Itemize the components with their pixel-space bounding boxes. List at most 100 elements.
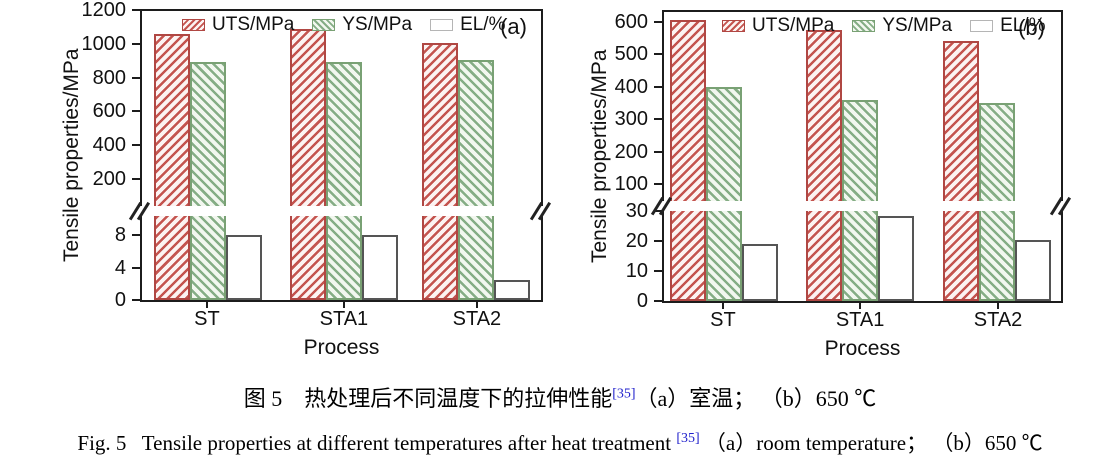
legend-label: UTS/MPa (212, 14, 295, 35)
bar-el-STA2 (1014, 239, 1051, 301)
y-tick-label-upper-400: 400 (614, 75, 648, 98)
y-tick-upper-300 (654, 118, 662, 121)
y-tick-upper-600 (654, 21, 662, 23)
x-tick-label-STA1: STA1 (319, 308, 369, 330)
x-tick-label-STA1: STA1 (835, 309, 885, 331)
x-tick-STA1 (342, 302, 345, 308)
y-tick-label-lower-10: 10 (625, 260, 648, 282)
legend-item-ys: YS/MPa (312, 14, 412, 36)
legend-swatch-white-icon (970, 20, 994, 32)
plot-area-b: UTS/MPa YS/MPa EL/% (b) (650, 10, 1071, 303)
panel-label: (b) (1018, 15, 1045, 40)
axis-break-band (140, 206, 543, 216)
caption-en-subcaptions: （a）room temperature； （b）650 ℃ (699, 431, 1043, 455)
bar-ys-STA1 (325, 61, 362, 300)
y-tick-label-lower-0: 0 (636, 290, 648, 312)
bar-el-STA2 (493, 279, 530, 300)
caption-english: Fig. 5 Tensile properties at different t… (0, 427, 1120, 457)
x-tick-STA2 (475, 302, 478, 308)
bar-ys-STA1 (842, 99, 879, 301)
y-tick-lower-4 (132, 266, 140, 269)
bar-uts-ST (154, 33, 191, 300)
x-axis-title-b: Process (824, 337, 901, 360)
y-tick-label-lower-20: 20 (625, 230, 648, 252)
caption-zh-subcaptions: （a）室温； （b）650 ℃ (635, 386, 877, 411)
x-tick-label-STA2: STA2 (973, 309, 1023, 331)
legend-label: EL/% (1000, 15, 1046, 36)
caption-en-reference: [35] (676, 431, 700, 446)
bar-el-STA1 (878, 215, 915, 301)
legend-item-el: EL/% (970, 15, 1045, 37)
bar-el-ST (226, 235, 263, 300)
caption-zh-text: 图 5 热处理后不同温度下的拉伸性能 (243, 386, 613, 411)
legend-swatch-white-icon (430, 19, 454, 31)
x-tick-STA1 (859, 303, 862, 309)
x-tick-ST (205, 302, 208, 308)
caption-zh-reference: [35] (612, 386, 636, 402)
bar-el-ST (742, 244, 779, 301)
x-axis-title-a: Process (303, 336, 380, 359)
y-tick-lower-30 (654, 210, 662, 212)
x-tick-ST (721, 303, 724, 309)
y-tick-label-upper-500: 500 (614, 43, 648, 66)
y-tick-label-upper-300: 300 (614, 108, 648, 131)
x-tick-STA2 (997, 303, 1000, 309)
legend-item-ys: YS/MPa (852, 15, 952, 37)
legend: UTS/MPa YS/MPa EL/% (722, 15, 1045, 37)
plot-area-a: UTS/MPa YS/MPa EL/% (a) (128, 9, 551, 302)
chart-b: Tensile properties/MPa UTS/MPa YS/MPa EL/%… (560, 0, 1120, 370)
x-tick-label-ST: ST (194, 308, 220, 330)
bar-uts-STA2 (942, 41, 979, 301)
y-tick-label-upper-400: 400 (92, 134, 126, 157)
y-tick-label-upper-200: 200 (92, 168, 126, 190)
axis-break-mark-left (128, 200, 152, 222)
caption-chinese: 图 5 热处理后不同温度下的拉伸性能[35]（a）室温； （b）650 ℃ (0, 381, 1120, 413)
axis-break-mark-right (529, 200, 553, 222)
y-tick-upper-400 (654, 85, 662, 88)
y-tick-label-lower-8: 8 (114, 224, 126, 246)
legend-item-uts: UTS/MPa (182, 14, 294, 36)
legend-label: YS/MPa (882, 15, 953, 36)
axis-break-mark-left (650, 195, 674, 217)
axis-break-band (662, 201, 1063, 211)
y-tick-upper-500 (654, 53, 662, 56)
axis-break-mark-right (1049, 195, 1073, 217)
legend-swatch-red-hatch-icon (182, 19, 205, 31)
legend-swatch-green-hatch-icon (312, 19, 336, 31)
chart-a: Tensile properties/MPa UTS/MPa YS/MPa EL/%… (0, 0, 560, 370)
y-tick-label-lower-30: 30 (625, 200, 648, 222)
y-tick-label-upper-100: 100 (614, 173, 648, 195)
y-tick-label-upper-200: 200 (614, 140, 648, 163)
legend: UTS/MPa YS/MPa EL/% (182, 14, 505, 36)
legend-item-uts: UTS/MPa (722, 15, 834, 37)
y-tick-lower-20 (654, 240, 662, 242)
caption-en-text: Fig. 5 Tensile properties at different t… (77, 431, 677, 455)
legend-label: EL/% (460, 14, 506, 35)
legend-label: YS/MPa (342, 14, 413, 35)
y-tick-upper-600 (132, 110, 140, 113)
bar-uts-ST (670, 20, 707, 301)
y-tick-upper-200 (654, 150, 662, 153)
y-tick-label-upper-1000: 1000 (81, 32, 127, 55)
y-tick-lower-0 (654, 300, 662, 302)
bar-ys-ST (706, 86, 743, 301)
x-tick-label-STA2: STA2 (452, 308, 502, 330)
legend-item-el: EL/% (430, 14, 505, 36)
bar-uts-STA1 (289, 29, 326, 300)
y-tick-lower-0 (132, 299, 140, 301)
panel-label: (a) (500, 14, 527, 39)
y-tick-upper-200 (132, 178, 140, 180)
bar-uts-STA1 (806, 30, 843, 301)
legend-swatch-green-hatch-icon (852, 20, 876, 32)
legend-swatch-red-hatch-icon (722, 20, 745, 32)
bar-ys-ST (190, 61, 227, 300)
y-tick-upper-100 (654, 183, 662, 185)
y-tick-lower-8 (132, 234, 140, 236)
y-tick-label-upper-600: 600 (92, 100, 126, 123)
y-tick-label-upper-800: 800 (92, 66, 126, 89)
legend-label: UTS/MPa (752, 15, 835, 36)
y-tick-label-upper-1200: 1200 (81, 0, 127, 21)
bar-el-STA1 (361, 235, 398, 300)
y-tick-label-upper-600: 600 (614, 11, 648, 33)
